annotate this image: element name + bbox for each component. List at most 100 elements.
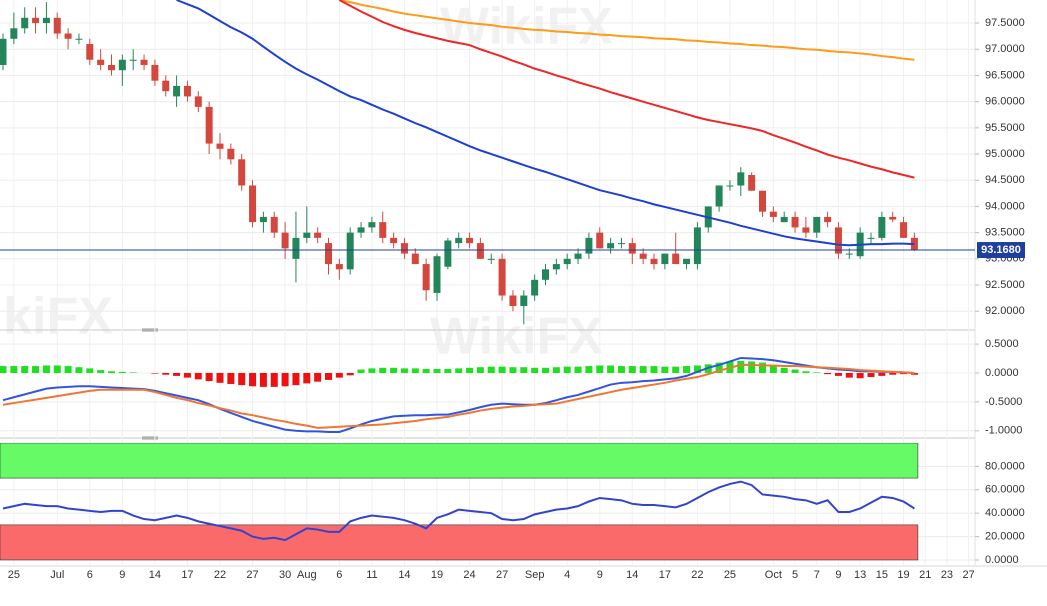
- histogram-bar: [303, 372, 311, 384]
- x-tick-label: 6: [87, 569, 93, 581]
- candle-body: [205, 106, 213, 144]
- candle-body: [824, 216, 832, 223]
- histogram-bar: [596, 365, 604, 373]
- x-tick-label: 15: [876, 569, 888, 581]
- candle-body: [520, 295, 528, 306]
- x-tick-label: 22: [691, 569, 703, 581]
- candle-body: [411, 253, 419, 265]
- histogram-bar: [791, 369, 799, 373]
- histogram-bar: [151, 372, 159, 374]
- histogram-bar: [824, 372, 832, 375]
- candle-body: [661, 253, 669, 265]
- histogram-bar: [21, 366, 29, 373]
- histogram-bar: [856, 372, 864, 379]
- histogram-bar: [867, 372, 875, 378]
- y-tick-label: 97.0000: [985, 43, 1025, 55]
- candle-body: [108, 64, 115, 71]
- candle-body: [10, 28, 18, 39]
- histogram-bar: [585, 366, 593, 373]
- x-tick-label: 25: [8, 569, 20, 581]
- candle-body: [780, 216, 788, 223]
- histogram-bar: [650, 366, 658, 373]
- macd-line: [2, 356, 915, 433]
- candle-body: [97, 59, 105, 65]
- x-tick-label: 19: [431, 569, 443, 581]
- histogram-bar: [639, 366, 647, 373]
- candle-body: [129, 59, 137, 61]
- candle-body: [607, 243, 615, 249]
- candle-body: [32, 17, 40, 24]
- y-tick-label: 94.5000: [985, 174, 1025, 186]
- candle-body: [552, 264, 560, 270]
- histogram-bar: [411, 368, 419, 373]
- x-tick-label: 27: [246, 569, 258, 581]
- watermark: WikiFX: [430, 308, 603, 366]
- candle-body: [270, 216, 278, 233]
- candle-body: [281, 232, 289, 249]
- histogram-bar: [97, 370, 105, 373]
- candle-body: [140, 59, 148, 65]
- candle-body: [194, 96, 202, 107]
- histogram-bar: [715, 362, 723, 373]
- histogram-bar: [628, 366, 636, 373]
- histogram-bar: [270, 372, 278, 387]
- candle-body: [400, 243, 408, 254]
- candle-body: [455, 237, 463, 244]
- y-tick-label: -1.0000: [985, 425, 1022, 437]
- histogram-bar: [910, 372, 918, 375]
- histogram-bar: [476, 367, 484, 373]
- candle-body: [650, 258, 658, 265]
- y-tick-label: 92.5000: [985, 279, 1025, 291]
- histogram-bar: [216, 372, 224, 383]
- candle-body: [368, 222, 376, 228]
- histogram-bar: [737, 360, 745, 373]
- histogram-bar: [433, 368, 441, 373]
- candle-body: [162, 80, 170, 92]
- candle-body: [672, 253, 680, 265]
- last-price-label: 93.1680: [981, 244, 1021, 256]
- histogram-bar: [900, 372, 908, 375]
- candle-body: [476, 243, 484, 259]
- x-tick-label: 9: [835, 569, 841, 581]
- histogram-bar: [509, 367, 517, 373]
- x-tick-label: 14: [149, 569, 161, 581]
- histogram-bar: [520, 367, 528, 373]
- candle-body: [118, 59, 126, 71]
- histogram-bar: [325, 372, 332, 380]
- histogram-bar: [346, 372, 354, 376]
- histogram-bar: [281, 372, 289, 387]
- histogram-bar: [693, 365, 701, 373]
- y-tick-label: 96.0000: [985, 96, 1025, 108]
- histogram-bar: [314, 372, 322, 382]
- candle-body: [335, 264, 343, 270]
- candle-body: [21, 17, 29, 29]
- candle-body: [390, 237, 398, 244]
- histogram-bar: [878, 372, 886, 376]
- x-tick-label: 9: [119, 569, 125, 581]
- y-tick-label: 95.5000: [985, 122, 1025, 134]
- y-tick-label: 95.0000: [985, 148, 1025, 160]
- watermark: WikiFX: [440, 0, 613, 56]
- histogram-bar: [802, 371, 810, 373]
- plot-area: [0, 443, 919, 561]
- candle-body: [574, 253, 582, 259]
- candle-body: [53, 17, 61, 34]
- y-tick-label: 0.0000: [985, 554, 1019, 566]
- histogram-bar: [249, 372, 257, 387]
- candle-body: [346, 232, 354, 270]
- candle-body: [42, 17, 50, 24]
- candle-body: [151, 64, 159, 81]
- histogram-bar: [118, 371, 126, 373]
- y-tick-label: 80.0000: [985, 460, 1025, 472]
- x-tick-label: 14: [398, 569, 410, 581]
- plot-area: [0, 0, 918, 325]
- histogram-bar: [64, 366, 72, 373]
- x-tick-label: 9: [597, 569, 603, 581]
- candle-body: [531, 279, 539, 296]
- y-tick-label: 94.0000: [985, 200, 1025, 212]
- x-tick-label: Sep: [525, 569, 545, 581]
- histogram-bar: [466, 367, 474, 373]
- histogram-bar: [574, 366, 582, 373]
- candle-body: [715, 185, 723, 207]
